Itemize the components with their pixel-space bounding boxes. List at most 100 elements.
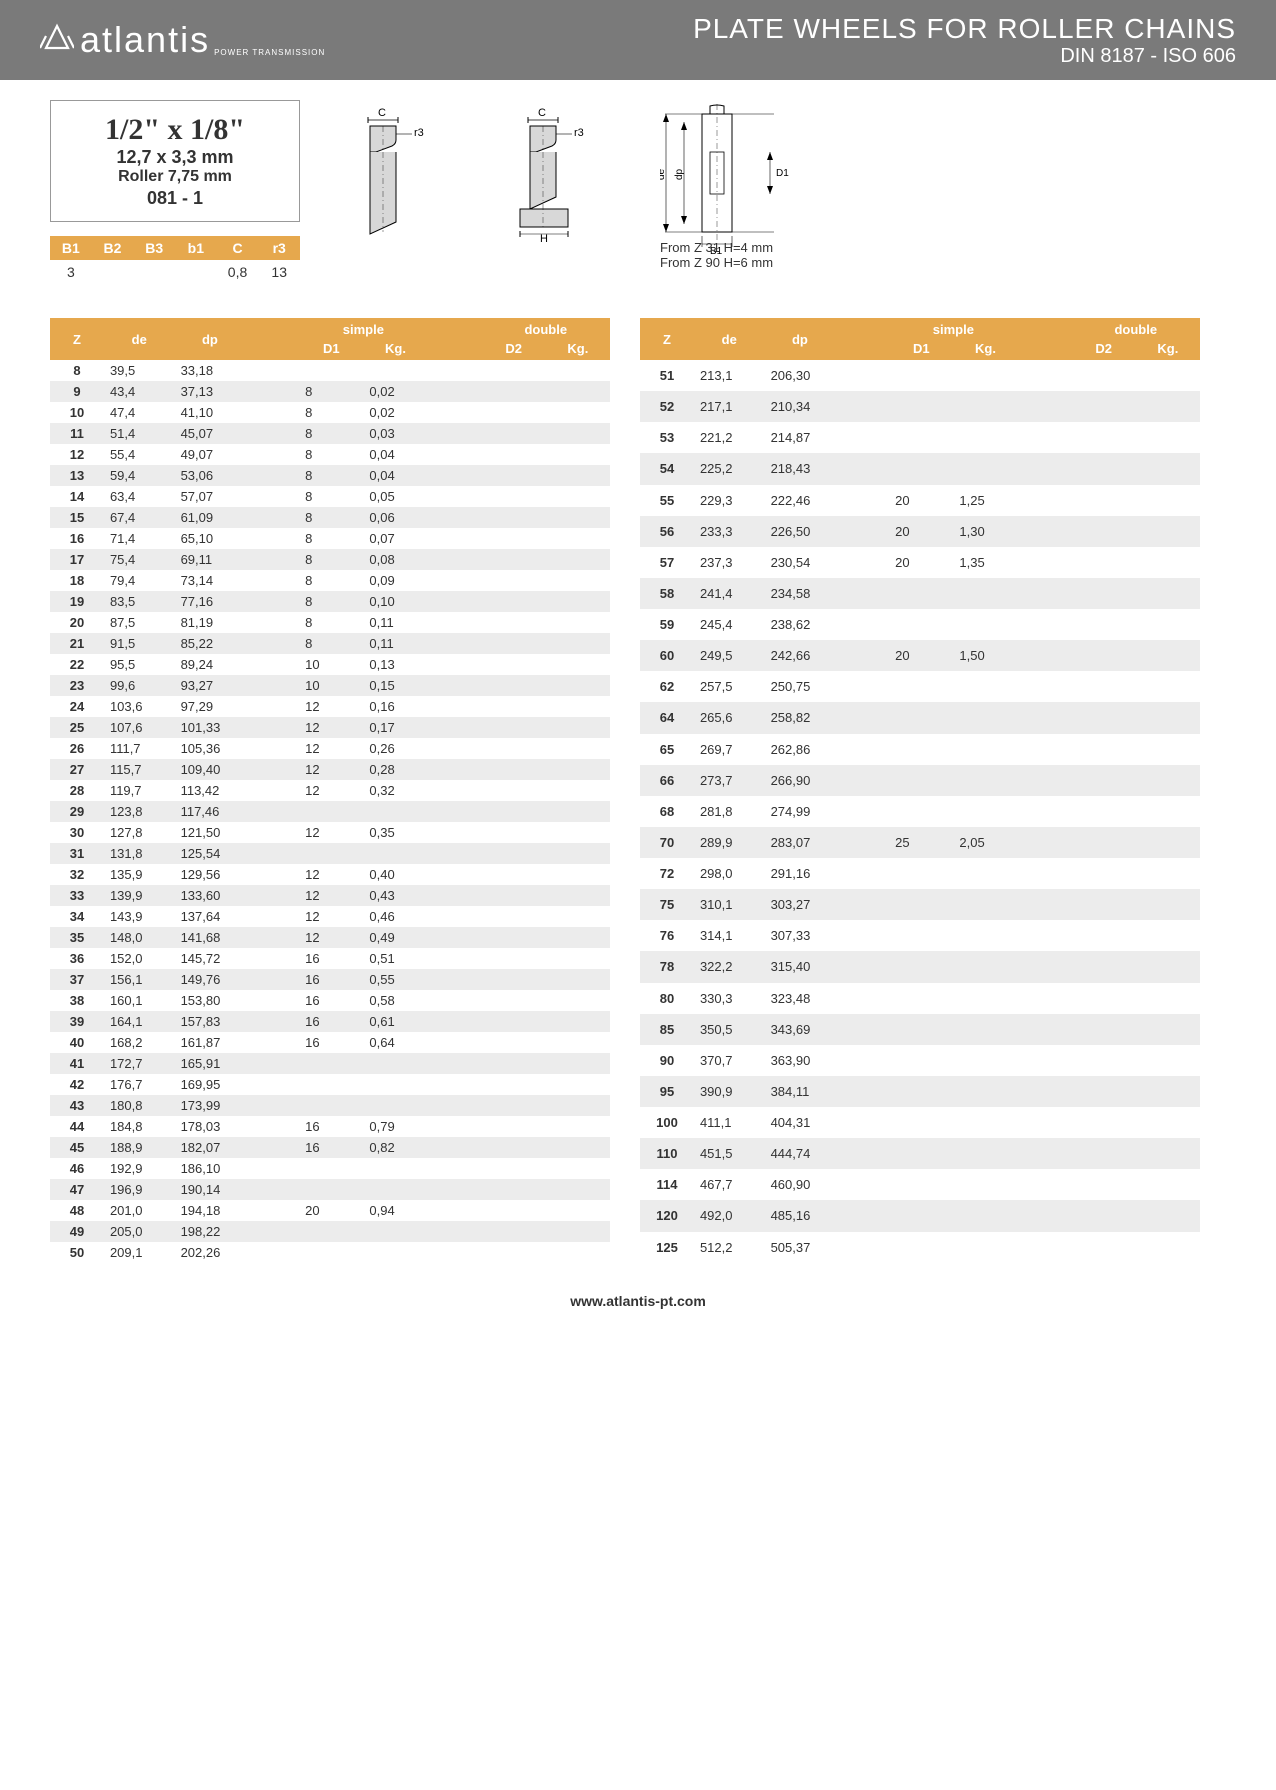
cell-kg bbox=[953, 1169, 1017, 1200]
cell-dp: 505,37 bbox=[765, 1232, 836, 1264]
cell-d1 bbox=[889, 1045, 953, 1076]
data-table-right: Z de dp simple double D1 Kg. D2 Kg. 5121… bbox=[640, 318, 1200, 1263]
cell-kg bbox=[363, 1095, 427, 1116]
cell-kg: 0,04 bbox=[363, 444, 427, 465]
cell-z: 38 bbox=[50, 990, 104, 1011]
cell-dp: 262,86 bbox=[765, 734, 836, 765]
cell-d2 bbox=[482, 423, 546, 444]
cell-z: 85 bbox=[640, 1014, 694, 1045]
cell-kg bbox=[953, 453, 1017, 484]
cell-d2 bbox=[1072, 547, 1136, 578]
cell-d1: 8 bbox=[299, 570, 363, 591]
table-row: 50209,1202,26 bbox=[50, 1242, 610, 1263]
cell-kg bbox=[363, 1221, 427, 1242]
col-z: Z bbox=[50, 318, 104, 360]
param-value bbox=[175, 260, 217, 284]
cell-kg2 bbox=[1136, 640, 1200, 671]
cell-kg: 0,16 bbox=[363, 696, 427, 717]
cell-d2 bbox=[482, 843, 546, 864]
cell-z: 26 bbox=[50, 738, 104, 759]
cell-dp: 323,48 bbox=[765, 983, 836, 1014]
cell-de: 135,9 bbox=[104, 864, 175, 885]
cell-de: 201,0 bbox=[104, 1200, 175, 1221]
cell-d1 bbox=[299, 843, 363, 864]
cell-d2 bbox=[1072, 702, 1136, 733]
cell-de: 310,1 bbox=[694, 889, 765, 920]
cell-d2 bbox=[1072, 516, 1136, 547]
cell-kg2 bbox=[1136, 827, 1200, 858]
cell-z: 62 bbox=[640, 671, 694, 702]
cell-kg bbox=[363, 1158, 427, 1179]
cell-kg: 0,51 bbox=[363, 948, 427, 969]
cell-kg bbox=[953, 422, 1017, 453]
cell-dp: 266,90 bbox=[765, 765, 836, 796]
cell-dp: 182,07 bbox=[175, 1137, 246, 1158]
cell-kg2 bbox=[1136, 485, 1200, 516]
cell-z: 9 bbox=[50, 381, 104, 402]
cell-de: 168,2 bbox=[104, 1032, 175, 1053]
col-z: Z bbox=[640, 318, 694, 360]
cell-d2 bbox=[482, 1179, 546, 1200]
cell-d2 bbox=[1072, 360, 1136, 391]
cell-d1 bbox=[889, 391, 953, 422]
cell-z: 39 bbox=[50, 1011, 104, 1032]
cell-kg bbox=[953, 1014, 1017, 1045]
param-value bbox=[92, 260, 134, 284]
table-row: 80330,3323,48 bbox=[640, 983, 1200, 1014]
cell-d2 bbox=[1072, 1014, 1136, 1045]
param-header: B1 bbox=[50, 236, 92, 260]
cell-de: 411,1 bbox=[694, 1107, 765, 1138]
cell-de: 314,1 bbox=[694, 920, 765, 951]
table-row: 1567,461,0980,06 bbox=[50, 507, 610, 528]
cell-dp: 109,40 bbox=[175, 759, 246, 780]
cell-d1: 8 bbox=[299, 633, 363, 654]
cell-kg bbox=[953, 796, 1017, 827]
cell-d2 bbox=[1072, 578, 1136, 609]
table-row: 2191,585,2280,11 bbox=[50, 633, 610, 654]
cell-d2 bbox=[1072, 1200, 1136, 1231]
cell-d2 bbox=[482, 885, 546, 906]
cell-kg: 0,46 bbox=[363, 906, 427, 927]
cell-kg2 bbox=[546, 1200, 610, 1221]
table-row: 90370,7363,90 bbox=[640, 1045, 1200, 1076]
table-row: 76314,1307,33 bbox=[640, 920, 1200, 951]
cell-kg bbox=[953, 360, 1017, 391]
cell-kg: 0,40 bbox=[363, 864, 427, 885]
col-dp: dp bbox=[175, 318, 246, 360]
cell-de: 115,7 bbox=[104, 759, 175, 780]
svg-text:C: C bbox=[538, 107, 546, 119]
cell-kg2 bbox=[546, 1137, 610, 1158]
cell-de: 148,0 bbox=[104, 927, 175, 948]
cell-d2 bbox=[482, 486, 546, 507]
cell-kg2 bbox=[546, 486, 610, 507]
table-row: 1775,469,1180,08 bbox=[50, 549, 610, 570]
cell-kg bbox=[363, 360, 427, 381]
cell-dp: 186,10 bbox=[175, 1158, 246, 1179]
cell-kg bbox=[953, 578, 1017, 609]
cell-d2 bbox=[482, 360, 546, 381]
cell-d2 bbox=[1072, 1076, 1136, 1107]
table-row: 29123,8117,46 bbox=[50, 801, 610, 822]
cell-dp: 149,76 bbox=[175, 969, 246, 990]
cell-z: 14 bbox=[50, 486, 104, 507]
cell-de: 172,7 bbox=[104, 1053, 175, 1074]
cell-d1: 8 bbox=[299, 423, 363, 444]
cell-dp: 97,29 bbox=[175, 696, 246, 717]
cell-z: 72 bbox=[640, 858, 694, 889]
cell-dp: 242,66 bbox=[765, 640, 836, 671]
table-row: 30127,8121,50120,35 bbox=[50, 822, 610, 843]
cell-z: 66 bbox=[640, 765, 694, 796]
cell-dp: 190,14 bbox=[175, 1179, 246, 1200]
cell-kg bbox=[953, 765, 1017, 796]
cell-kg2 bbox=[1136, 765, 1200, 796]
cell-z: 41 bbox=[50, 1053, 104, 1074]
spec-main: 1/2" x 1/8" bbox=[81, 113, 269, 147]
cell-kg2 bbox=[546, 1116, 610, 1137]
cell-d2 bbox=[1072, 920, 1136, 951]
table-row: 1879,473,1480,09 bbox=[50, 570, 610, 591]
table-row: 839,533,18 bbox=[50, 360, 610, 381]
cell-d1: 8 bbox=[299, 612, 363, 633]
table-row: 125512,2505,37 bbox=[640, 1232, 1200, 1264]
cell-de: 249,5 bbox=[694, 640, 765, 671]
cell-dp: 218,43 bbox=[765, 453, 836, 484]
